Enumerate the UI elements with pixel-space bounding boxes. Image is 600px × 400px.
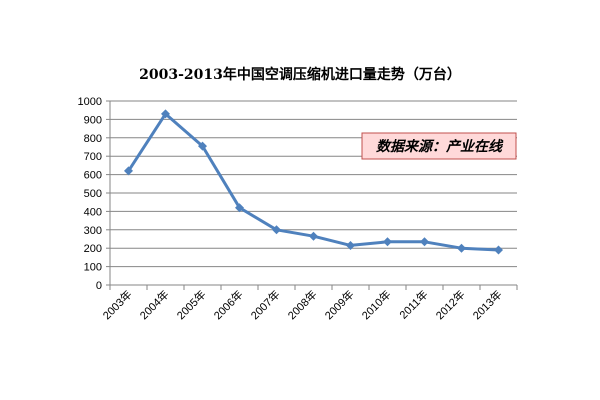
data-point-10 xyxy=(494,245,503,255)
y-tick-label-0: 0 xyxy=(96,280,102,292)
data-point-4 xyxy=(272,225,281,235)
x-tick-label-6: 2009年 xyxy=(322,287,357,322)
data-point-9 xyxy=(457,243,466,253)
source-text: 数据来源：产业在线 xyxy=(376,138,504,155)
y-tick-label-1000: 1000 xyxy=(78,96,102,108)
x-tick-label-9: 2012年 xyxy=(433,287,468,322)
y-axis-ticks: 0 100 200 300 400 500 600 700 800 900 1000 xyxy=(78,96,110,292)
x-tick-label-4: 2007年 xyxy=(248,287,283,322)
x-tick-label-5: 2008年 xyxy=(285,287,320,322)
x-tick-label-10: 2013年 xyxy=(470,287,505,322)
source-annotation: 数据来源：产业在线 xyxy=(361,132,517,160)
data-point-0 xyxy=(124,166,133,176)
series-group xyxy=(124,109,503,255)
data-point-6 xyxy=(346,240,355,250)
x-tick-label-1: 2004年 xyxy=(137,287,172,322)
y-tick-label-200: 200 xyxy=(84,243,102,255)
y-tick-label-500: 500 xyxy=(84,188,102,200)
data-point-1 xyxy=(161,109,170,119)
x-tick-label-8: 2011年 xyxy=(396,287,430,321)
y-tick-label-400: 400 xyxy=(84,206,102,218)
gridlines xyxy=(110,100,517,268)
x-tick-label-0: 2003年 xyxy=(100,287,135,322)
data-point-5 xyxy=(309,231,318,241)
data-point-2 xyxy=(198,141,207,151)
data-point-3 xyxy=(235,203,244,213)
y-tick-label-800: 800 xyxy=(84,133,102,145)
chart-title: 2003-2013年中国空调压缩机进口量走势（万台） xyxy=(139,66,461,83)
x-tick-label-2: 2005年 xyxy=(174,287,209,322)
x-tick-label-3: 2006年 xyxy=(211,287,246,322)
source-box xyxy=(361,132,517,160)
x-tick-label-7: 2010年 xyxy=(359,287,394,322)
y-tick-label-100: 100 xyxy=(84,262,102,274)
data-point-8 xyxy=(420,237,429,247)
y-tick-label-900: 900 xyxy=(84,114,102,126)
data-point-7 xyxy=(383,237,392,247)
y-tick-label-700: 700 xyxy=(84,151,102,163)
y-tick-label-600: 600 xyxy=(84,170,102,182)
y-tick-label-300: 300 xyxy=(84,225,102,237)
